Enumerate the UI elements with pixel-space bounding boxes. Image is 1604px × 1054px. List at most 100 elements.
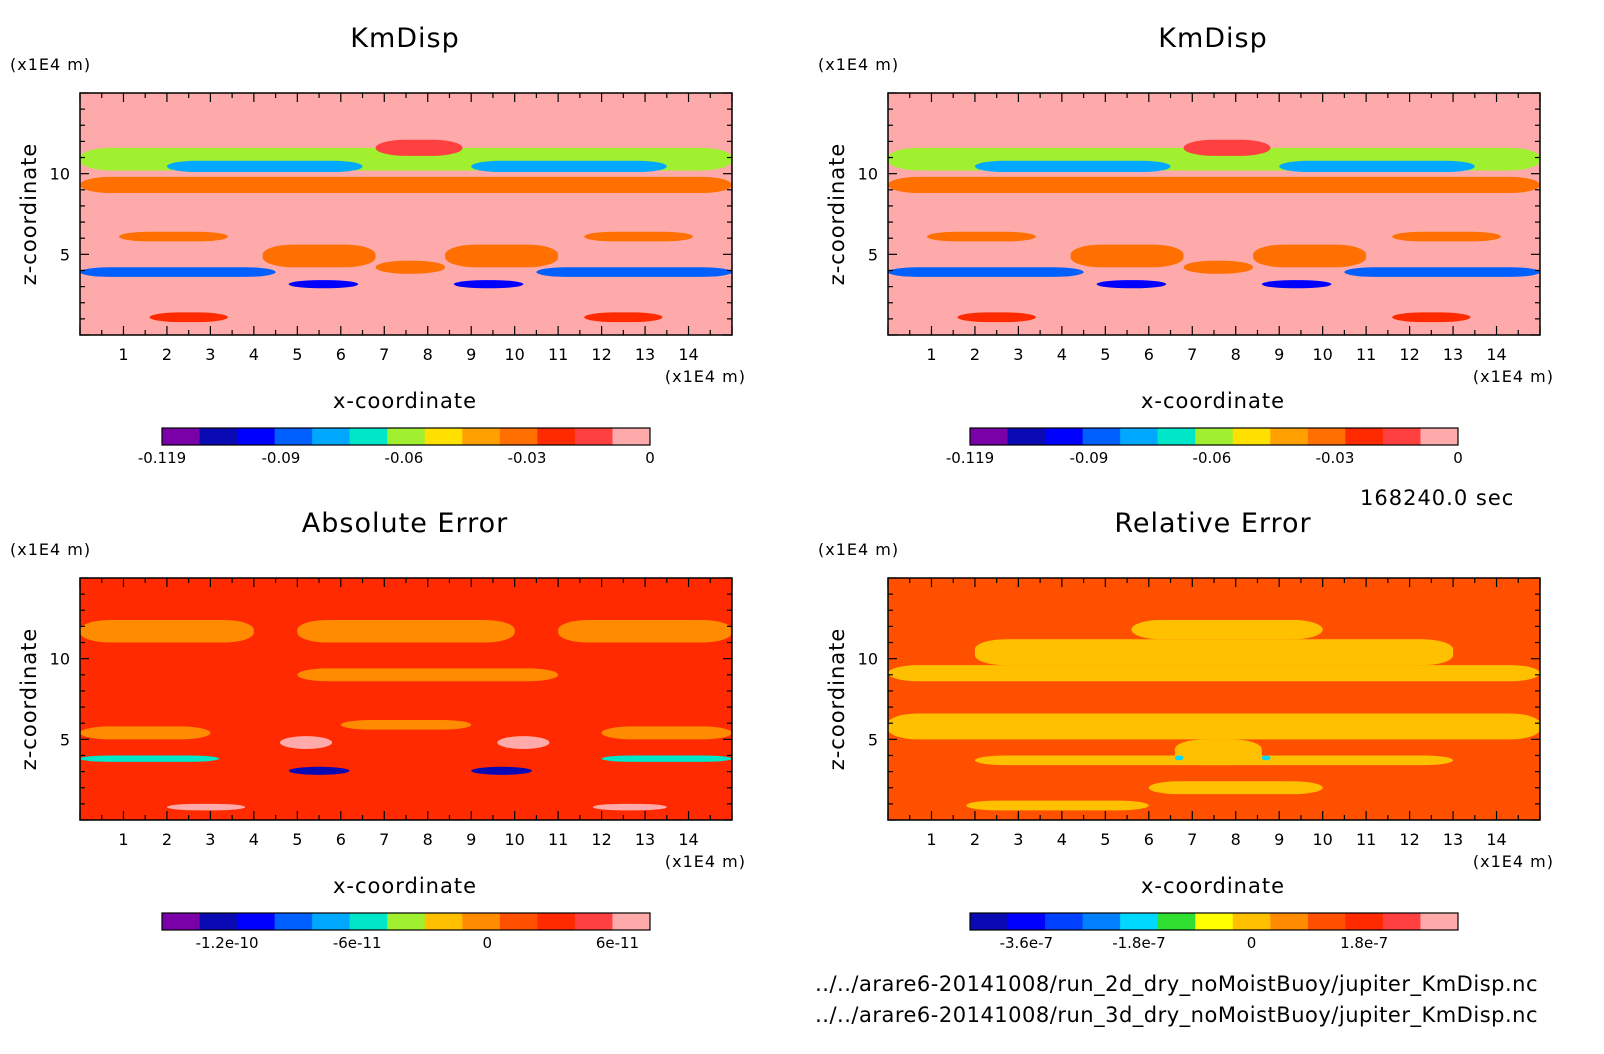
x-tick-label: 3 — [205, 830, 215, 849]
y-tick-label: 10 — [50, 165, 70, 184]
field-feature-3 — [974, 160, 1171, 173]
colorbar-swatch — [312, 428, 351, 445]
chart-panel-4: Relative Error(x1E4 m)1 2 3 4 5 6 7 8 9 10 11 12 13 1… — [818, 508, 1554, 952]
x-tick-label: 14 — [1486, 830, 1506, 849]
x-tick-label: 5 — [292, 830, 302, 849]
field-feature-7 — [1344, 267, 1540, 277]
field-feature-3 — [166, 160, 363, 173]
colorbar-swatch — [1082, 913, 1121, 930]
colorbar-swatch — [387, 913, 426, 930]
field-feature-4 — [888, 713, 1540, 740]
colorbar-swatch — [1307, 428, 1346, 445]
field-feature-4 — [297, 668, 559, 682]
x-tick-label: 10 — [504, 830, 524, 849]
x-tick-label: 9 — [1274, 345, 1284, 364]
x-tick-label: 12 — [1399, 830, 1419, 849]
colorbar-swatch — [1045, 428, 1084, 445]
field-background — [80, 93, 732, 335]
field-feature-9 — [445, 244, 559, 268]
colorbar-tick-label: 1.8e-7 — [1340, 934, 1388, 952]
field-feature-2 — [974, 639, 1454, 666]
x-tick-label: 13 — [635, 345, 655, 364]
y-axis-label: z-coordinate — [17, 628, 41, 771]
field-feature-8 — [1070, 244, 1184, 268]
field-feature-15 — [149, 312, 228, 323]
colorbar-tick-label: -0.119 — [138, 449, 186, 467]
chart-title: Absolute Error — [302, 508, 508, 539]
colorbar-tick-label: -1.8e-7 — [1112, 934, 1165, 952]
x-tick-label: 3 — [205, 345, 215, 364]
colorbar-swatch — [1232, 913, 1271, 930]
field-feature-12 — [453, 280, 524, 289]
x-tick-label: 2 — [970, 345, 980, 364]
colorbar-swatch — [199, 428, 238, 445]
colorbar-swatch — [1270, 913, 1309, 930]
field-feature-13 — [927, 231, 1036, 242]
colorbar-swatch — [970, 428, 1009, 445]
colorbar-tick-label: -3.6e-7 — [1000, 934, 1053, 952]
x-tick-label: 1 — [926, 345, 936, 364]
colorbar-tick-label: -0.119 — [946, 449, 994, 467]
field-feature-1 — [888, 176, 1540, 194]
x-tick-label: 8 — [1231, 830, 1241, 849]
x-tick-label: 9 — [466, 830, 476, 849]
x-tick-label: 11 — [548, 345, 568, 364]
y-tick-label: 10 — [50, 650, 70, 669]
x-tick-label: 8 — [423, 830, 433, 849]
x-tick-label: 7 — [1187, 345, 1197, 364]
x-tick-label: 10 — [1312, 830, 1332, 849]
x-tick-label: 7 — [379, 830, 389, 849]
colorbar-tick-label: 0 — [483, 934, 493, 952]
field-feature-5 — [375, 139, 463, 156]
y-axis-label: z-coordinate — [825, 628, 849, 771]
x-tick-label: 6 — [1144, 830, 1154, 849]
colorbar-swatch — [1345, 428, 1384, 445]
field-feature-4 — [1279, 160, 1475, 173]
colorbar-tick-label: 0 — [645, 449, 655, 467]
colorbar-swatch — [1382, 428, 1421, 445]
x-tick-label: 14 — [678, 830, 698, 849]
colorbar-swatch — [1195, 428, 1234, 445]
y-tick-label: 5 — [868, 245, 878, 264]
colorbar-tick-label: -6e-11 — [333, 934, 382, 952]
x-tick-label: 8 — [1231, 345, 1241, 364]
x-tick-label: 5 — [1100, 345, 1110, 364]
colorbar-swatch — [1270, 428, 1309, 445]
colorbar-tick-label: -0.03 — [1316, 449, 1355, 467]
field-feature-9 — [1174, 755, 1184, 761]
chart-title: KmDisp — [350, 23, 460, 54]
colorbar-swatch — [499, 428, 538, 445]
field-feature-1 — [80, 619, 254, 643]
chart-panel-2: KmDisp(x1E4 m)1 2 3 4 5 6 7 8 9 10 11 12 13 14510(x1E… — [818, 23, 1554, 467]
colorbar-swatch — [312, 913, 351, 930]
colorbar-tick-label: 0 — [1247, 934, 1257, 952]
x-tick-label: 6 — [1144, 345, 1154, 364]
field-feature-8 — [966, 800, 1149, 811]
colorbar-swatch — [1120, 913, 1159, 930]
x-unit-label: (x1E4 m) — [1473, 367, 1554, 386]
field-feature-16 — [584, 312, 663, 323]
colorbar-swatch — [1045, 913, 1084, 930]
x-tick-label: 9 — [1274, 830, 1284, 849]
colorbar-tick-label: 6e-11 — [596, 934, 639, 952]
x-tick-label: 3 — [1013, 830, 1023, 849]
field-background — [80, 578, 732, 820]
field-feature-9 — [497, 736, 550, 750]
colorbar-swatch — [1420, 428, 1459, 445]
x-unit-label: (x1E4 m) — [665, 367, 746, 386]
field-feature-14 — [584, 231, 693, 242]
x-tick-label: 5 — [292, 345, 302, 364]
x-tick-label: 8 — [423, 345, 433, 364]
x-unit-label: (x1E4 m) — [1473, 852, 1554, 871]
x-tick-label: 3 — [1013, 345, 1023, 364]
field-feature-7 — [340, 719, 472, 730]
field-feature-8 — [262, 244, 376, 268]
colorbar-swatch — [1120, 428, 1159, 445]
colorbar-frame — [969, 912, 1459, 931]
x-tick-label: 12 — [1399, 345, 1419, 364]
colorbar-swatch — [1307, 913, 1346, 930]
x-tick-label: 12 — [591, 345, 611, 364]
colorbar-swatch — [349, 913, 388, 930]
field-feature-11 — [288, 280, 359, 289]
colorbar-swatch — [1157, 428, 1196, 445]
